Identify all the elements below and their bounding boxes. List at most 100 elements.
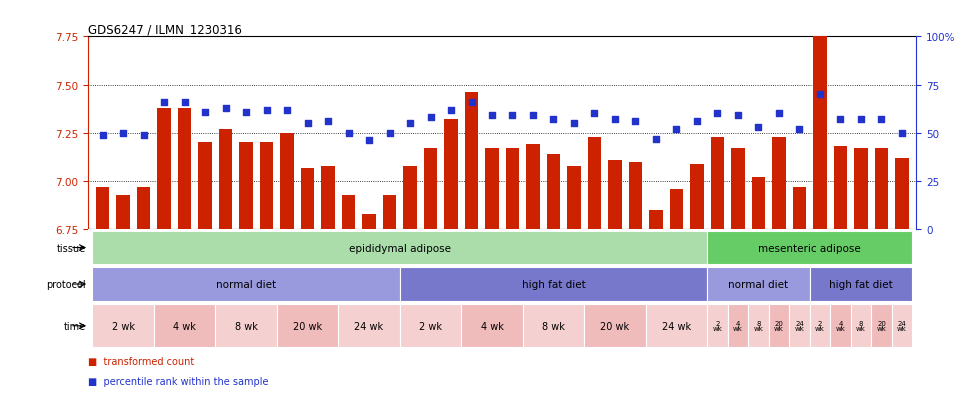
Point — [95, 132, 111, 139]
Text: 24
wk: 24 wk — [795, 320, 805, 332]
Point — [259, 107, 274, 114]
Text: mesenteric adipose: mesenteric adipose — [759, 243, 861, 253]
Text: 20 wk: 20 wk — [293, 321, 322, 331]
Text: protocol: protocol — [46, 279, 85, 290]
Text: 2
wk: 2 wk — [712, 320, 722, 332]
Bar — [896, 159, 908, 230]
Bar — [383, 195, 396, 230]
Text: time: time — [64, 321, 85, 331]
Point — [484, 113, 500, 119]
Text: tissue: tissue — [57, 243, 85, 253]
Point — [546, 116, 562, 123]
Point — [238, 109, 254, 116]
Bar — [567, 166, 581, 230]
Bar — [321, 166, 335, 230]
Point — [854, 116, 869, 123]
Bar — [830, 304, 851, 347]
Text: 4
wk: 4 wk — [836, 320, 846, 332]
Bar — [423, 149, 437, 230]
Text: 4 wk: 4 wk — [173, 321, 196, 331]
Bar — [584, 304, 646, 347]
Point — [525, 113, 541, 119]
Bar — [260, 143, 273, 230]
Bar — [793, 188, 807, 230]
Bar — [178, 108, 191, 230]
Text: ■  transformed count: ■ transformed count — [88, 356, 194, 366]
Bar — [752, 178, 765, 230]
Bar — [137, 188, 150, 230]
Text: 4 wk: 4 wk — [480, 321, 504, 331]
Point — [156, 100, 171, 106]
Point — [894, 130, 909, 137]
Bar — [301, 168, 315, 230]
Point — [362, 138, 377, 145]
Point — [812, 92, 828, 98]
Bar — [363, 214, 375, 230]
Bar — [710, 137, 724, 230]
Bar — [444, 120, 458, 230]
Point — [381, 130, 397, 137]
Point — [135, 132, 151, 139]
Text: 24
wk: 24 wk — [897, 320, 906, 332]
Bar — [92, 304, 154, 347]
Bar — [158, 108, 171, 230]
Bar — [748, 304, 768, 347]
Bar — [400, 268, 708, 301]
Bar — [768, 304, 789, 347]
Bar — [809, 268, 912, 301]
Point — [792, 126, 808, 133]
Point — [300, 121, 316, 127]
Text: 2 wk: 2 wk — [419, 321, 442, 331]
Text: 20 wk: 20 wk — [601, 321, 629, 331]
Bar — [117, 195, 129, 230]
Text: normal diet: normal diet — [728, 279, 789, 290]
Point — [464, 100, 479, 106]
Bar — [526, 145, 540, 230]
Bar — [708, 304, 728, 347]
Bar — [338, 304, 400, 347]
Bar — [522, 304, 584, 347]
Point — [771, 111, 787, 117]
Bar — [731, 149, 745, 230]
Point — [218, 105, 233, 112]
Point — [873, 116, 889, 123]
Text: 20
wk: 20 wk — [774, 320, 784, 332]
Bar — [708, 231, 912, 265]
Text: normal diet: normal diet — [216, 279, 276, 290]
Bar — [789, 304, 809, 347]
Bar — [462, 304, 522, 347]
Bar — [834, 147, 847, 230]
Bar — [809, 304, 830, 347]
Point — [648, 136, 663, 142]
Bar — [646, 304, 708, 347]
Bar — [92, 231, 708, 265]
Bar — [154, 304, 216, 347]
Point — [443, 107, 459, 114]
Bar — [96, 188, 109, 230]
Bar — [92, 268, 400, 301]
Point — [197, 109, 213, 116]
Bar — [506, 149, 519, 230]
Point — [176, 100, 192, 106]
Text: 20
wk: 20 wk — [876, 320, 886, 332]
Bar — [855, 149, 867, 230]
Bar — [276, 304, 338, 347]
Bar — [650, 211, 662, 230]
Bar — [485, 149, 499, 230]
Bar — [609, 160, 621, 230]
Bar — [875, 149, 888, 230]
Bar — [629, 162, 642, 230]
Point — [587, 111, 603, 117]
Bar — [892, 304, 912, 347]
Bar — [588, 137, 601, 230]
Text: 8 wk: 8 wk — [542, 321, 564, 331]
Point — [422, 115, 438, 121]
Text: 2 wk: 2 wk — [112, 321, 134, 331]
Point — [751, 124, 766, 131]
Point — [341, 130, 357, 137]
Point — [730, 113, 746, 119]
Bar — [216, 304, 276, 347]
Point — [668, 126, 684, 133]
Text: 24 wk: 24 wk — [662, 321, 691, 331]
Point — [833, 116, 849, 123]
